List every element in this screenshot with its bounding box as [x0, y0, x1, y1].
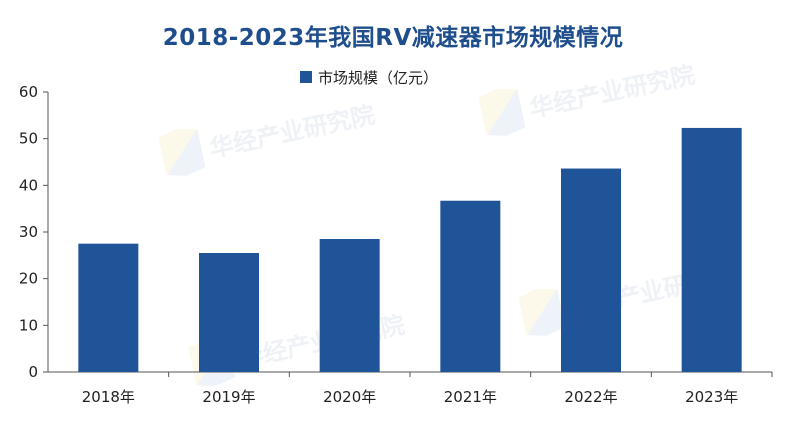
y-tick-label: 40 [19, 176, 38, 194]
y-tick-label: 60 [19, 83, 38, 101]
x-tick-label: 2020年 [323, 388, 376, 406]
y-tick-label: 30 [19, 223, 38, 241]
x-tick-label: 2022年 [564, 388, 617, 406]
bar [440, 200, 501, 372]
bar [681, 127, 742, 372]
legend: 市场规模（亿元） [300, 66, 438, 88]
legend-label: 市场规模（亿元） [318, 68, 439, 87]
bar [561, 168, 621, 372]
y-tick-label: 10 [19, 316, 38, 334]
bar [78, 243, 139, 372]
x-tick-label: 2019年 [202, 388, 255, 406]
x-tick-label: 2018年 [82, 388, 135, 406]
bar [319, 239, 380, 372]
y-tick-label: 20 [19, 270, 38, 288]
legend-swatch [300, 71, 312, 83]
y-tick-label: 0 [28, 363, 38, 381]
y-tick-label: 50 [19, 130, 38, 148]
x-tick-label: 2023年 [685, 388, 738, 406]
bar [199, 253, 259, 372]
x-tick-label: 2021年 [444, 388, 497, 406]
chart-title: 2018-2023年我国RV减速器市场规模情况 [162, 25, 624, 51]
